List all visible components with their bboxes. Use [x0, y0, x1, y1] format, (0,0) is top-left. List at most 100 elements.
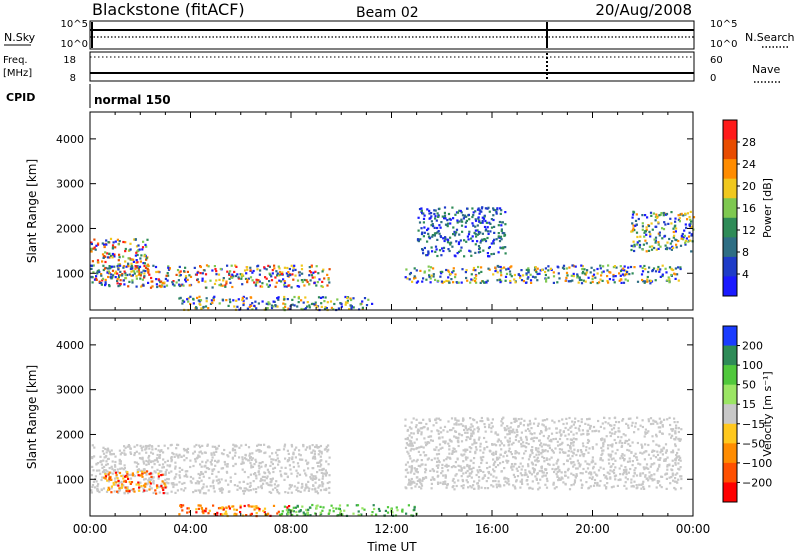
scatter-cell	[649, 465, 652, 468]
scatter-cell	[498, 240, 502, 243]
scatter-cell	[92, 480, 95, 483]
scatter-cell	[247, 489, 250, 492]
scatter-cell	[665, 248, 668, 251]
scatter-cell	[195, 443, 198, 447]
scatter-cell	[486, 230, 490, 233]
scatter-cell	[499, 207, 502, 210]
scatter-cell	[498, 444, 502, 447]
scatter-cell	[514, 417, 517, 420]
scatter-cell	[624, 466, 627, 469]
scatter-cell	[408, 444, 411, 447]
cpid-label: CPID	[6, 91, 35, 104]
colorbar-segment	[723, 326, 737, 347]
scatter-cell	[164, 486, 167, 489]
scatter-cell	[135, 245, 139, 248]
scatter-cell	[413, 275, 416, 278]
scatter-cell	[346, 504, 349, 507]
scatter-cell	[113, 468, 116, 472]
scatter-cell	[113, 490, 116, 493]
scatter-cell	[180, 488, 183, 491]
scatter-cell	[689, 210, 692, 213]
scatter-cell	[151, 477, 154, 480]
scatter-cell	[583, 453, 586, 456]
scatter-cell	[205, 297, 208, 300]
scatter-cell	[568, 488, 572, 491]
scatter-cell	[571, 264, 574, 267]
scatter-cell	[538, 432, 542, 435]
scatter-cell	[645, 233, 648, 236]
scatter-cell	[309, 476, 312, 479]
scatter-cell	[143, 478, 146, 481]
scatter-cell	[432, 470, 436, 473]
scatter-cell	[454, 276, 457, 279]
scatter-cell	[256, 444, 259, 447]
scatter-cell	[328, 268, 331, 271]
scatter-cell	[150, 451, 153, 454]
scatter-cell	[649, 235, 652, 238]
scatter-cell	[291, 458, 294, 461]
scatter-cell	[474, 452, 477, 455]
scatter-cell	[285, 272, 288, 275]
scatter-cell	[439, 226, 442, 229]
scatter-cell	[137, 462, 140, 466]
scatter-cell	[552, 271, 555, 274]
scatter-cell	[240, 444, 243, 447]
scatter-cell	[452, 269, 455, 273]
scatter-cell	[104, 469, 108, 472]
scatter-cell	[516, 475, 520, 478]
scatter-cell	[264, 513, 267, 516]
scatter-cell	[529, 273, 532, 276]
scatter-cell	[322, 482, 325, 485]
scatter-cell	[641, 278, 644, 282]
scatter-cell	[524, 471, 527, 474]
scatter-cell	[475, 448, 478, 451]
scatter-cell	[96, 271, 99, 274]
scatter-cell	[519, 436, 522, 439]
scatter-cell	[494, 465, 497, 469]
scatter-cell	[539, 478, 542, 481]
scatter-cell	[321, 285, 324, 288]
scatter-cell	[422, 418, 425, 421]
scatter-cell	[564, 471, 567, 474]
scatter-cell	[450, 417, 454, 420]
scatter-cell	[96, 259, 100, 262]
scatter-cell	[302, 514, 305, 517]
scatter-cell	[430, 478, 433, 481]
scatter-cell	[471, 222, 474, 225]
scatter-cell	[148, 473, 151, 476]
scatter-cell	[101, 260, 104, 263]
scatter-cell	[564, 451, 567, 454]
scatter-cell	[646, 275, 649, 279]
scatter-cell	[166, 459, 169, 462]
scatter-cell	[128, 445, 131, 448]
scatter-cell	[153, 463, 156, 466]
scatter-cell	[117, 276, 120, 279]
scatter-cell	[432, 267, 435, 270]
scatter-cell	[620, 436, 623, 439]
scatter-cell	[144, 243, 147, 246]
scatter-cell	[641, 425, 644, 429]
scatter-cell	[126, 471, 129, 474]
scatter-cell	[574, 417, 577, 420]
scatter-cell	[507, 440, 510, 444]
scatter-cell	[246, 488, 249, 491]
scatter-cell	[173, 284, 176, 287]
scatter-cell	[514, 438, 517, 442]
scatter-cell	[136, 253, 139, 257]
scatter-cell	[441, 470, 444, 473]
scatter-cell	[452, 217, 455, 220]
scatter-cell	[654, 241, 657, 244]
scatter-cell	[542, 424, 545, 427]
scatter-cell	[199, 473, 202, 477]
date-title: 20/Aug/2008	[595, 1, 692, 19]
scatter-cell	[660, 212, 663, 215]
colorbar-tick-label: 50	[742, 379, 756, 392]
scatter-cell	[556, 460, 559, 463]
scatter-cell	[417, 216, 420, 219]
scatter-cell	[318, 484, 321, 487]
scatter-cell	[155, 270, 158, 274]
scatter-cell	[666, 468, 669, 471]
scatter-cell	[582, 279, 585, 282]
scatter-cell	[247, 459, 250, 462]
scatter-cell	[156, 453, 159, 457]
